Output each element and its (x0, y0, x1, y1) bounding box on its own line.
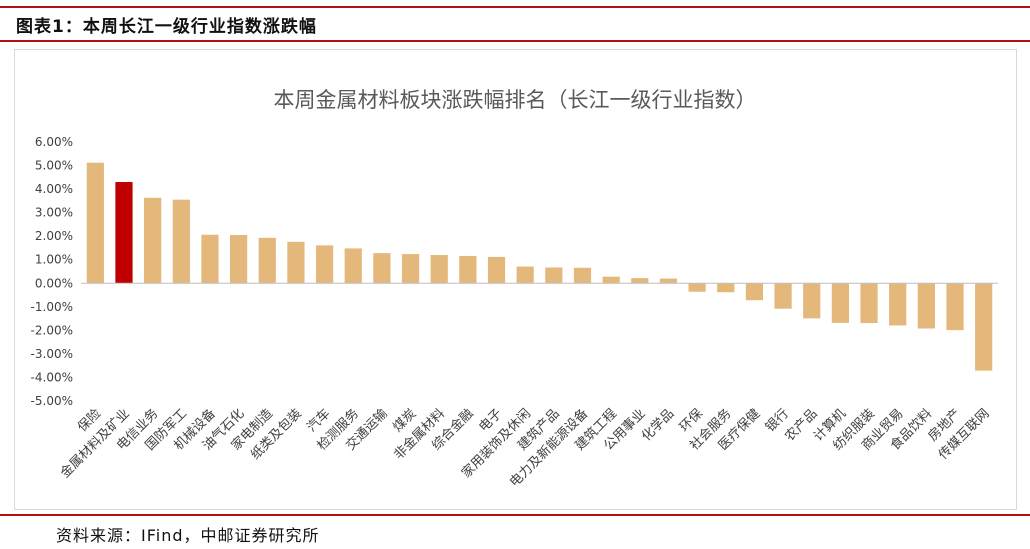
header-top-rule (0, 6, 1030, 8)
bar (573, 267, 592, 284)
bar (717, 283, 735, 293)
bar (115, 182, 133, 284)
bar (659, 278, 678, 284)
bar (401, 254, 420, 284)
bar (201, 234, 219, 284)
y-tick-label: -1.00% (31, 300, 73, 314)
bar-chart: 本周金属材料板块涨跌幅排名（长江一级行业指数） 6.00% 5.00% 4.00% 3… (31, 88, 998, 491)
bar (315, 245, 334, 284)
y-tick-label: -5.00% (31, 394, 73, 408)
bar (516, 266, 534, 284)
y-tick-label: 3.00% (35, 206, 73, 220)
bar (946, 283, 964, 331)
y-tick-label: 5.00% (35, 159, 73, 173)
figure-label: 图表1：本周长江一级行业指数涨跌幅 (16, 17, 317, 37)
bar (230, 235, 248, 284)
bar (545, 267, 563, 284)
bar (344, 248, 362, 284)
header-bottom-rule (0, 40, 1030, 42)
bar (860, 283, 878, 324)
bar (889, 283, 907, 326)
figure-header: 图表1：本周长江一级行业指数涨跌幅 (0, 0, 1030, 42)
y-axis: 6.00% 5.00% 4.00% 3.00% 2.00% 1.00% 0.00% -1.00… (31, 135, 73, 408)
y-tick-label: -2.00% (31, 323, 73, 337)
bar (86, 162, 104, 284)
chart-frame: 本周金属材料板块涨跌幅排名（长江一级行业指数） 6.00% 5.00% 4.00% 3… (14, 49, 1017, 510)
bars-group (86, 162, 993, 371)
bar (745, 283, 764, 301)
bar (774, 283, 792, 309)
bar (831, 283, 849, 323)
bar (917, 283, 935, 329)
chart-title: 本周金属材料板块涨跌幅排名（长江一级行业指数） (274, 88, 757, 112)
bar (631, 278, 649, 284)
bar (487, 256, 506, 284)
bar (144, 197, 162, 284)
y-tick-label: 2.00% (35, 229, 73, 243)
bar (975, 283, 993, 371)
y-tick-label: -3.00% (31, 347, 73, 361)
bar (258, 237, 276, 284)
y-tick-label: 1.00% (35, 253, 73, 267)
y-tick-label: 6.00% (35, 135, 73, 149)
footer-rule (0, 514, 1030, 516)
bar (602, 276, 620, 284)
bar (459, 255, 477, 284)
bar (803, 283, 821, 319)
source-note: 资料来源：IFind，中邮证券研究所 (56, 526, 320, 545)
y-tick-label: 4.00% (35, 182, 73, 196)
bar (688, 283, 706, 292)
bar (430, 255, 448, 284)
bar (172, 199, 190, 284)
y-tick-label: 0.00% (35, 276, 73, 290)
bar (373, 253, 391, 284)
x-tick-label: 化学品 (638, 406, 677, 445)
bar (287, 241, 305, 284)
y-tick-label: -4.00% (31, 370, 73, 384)
